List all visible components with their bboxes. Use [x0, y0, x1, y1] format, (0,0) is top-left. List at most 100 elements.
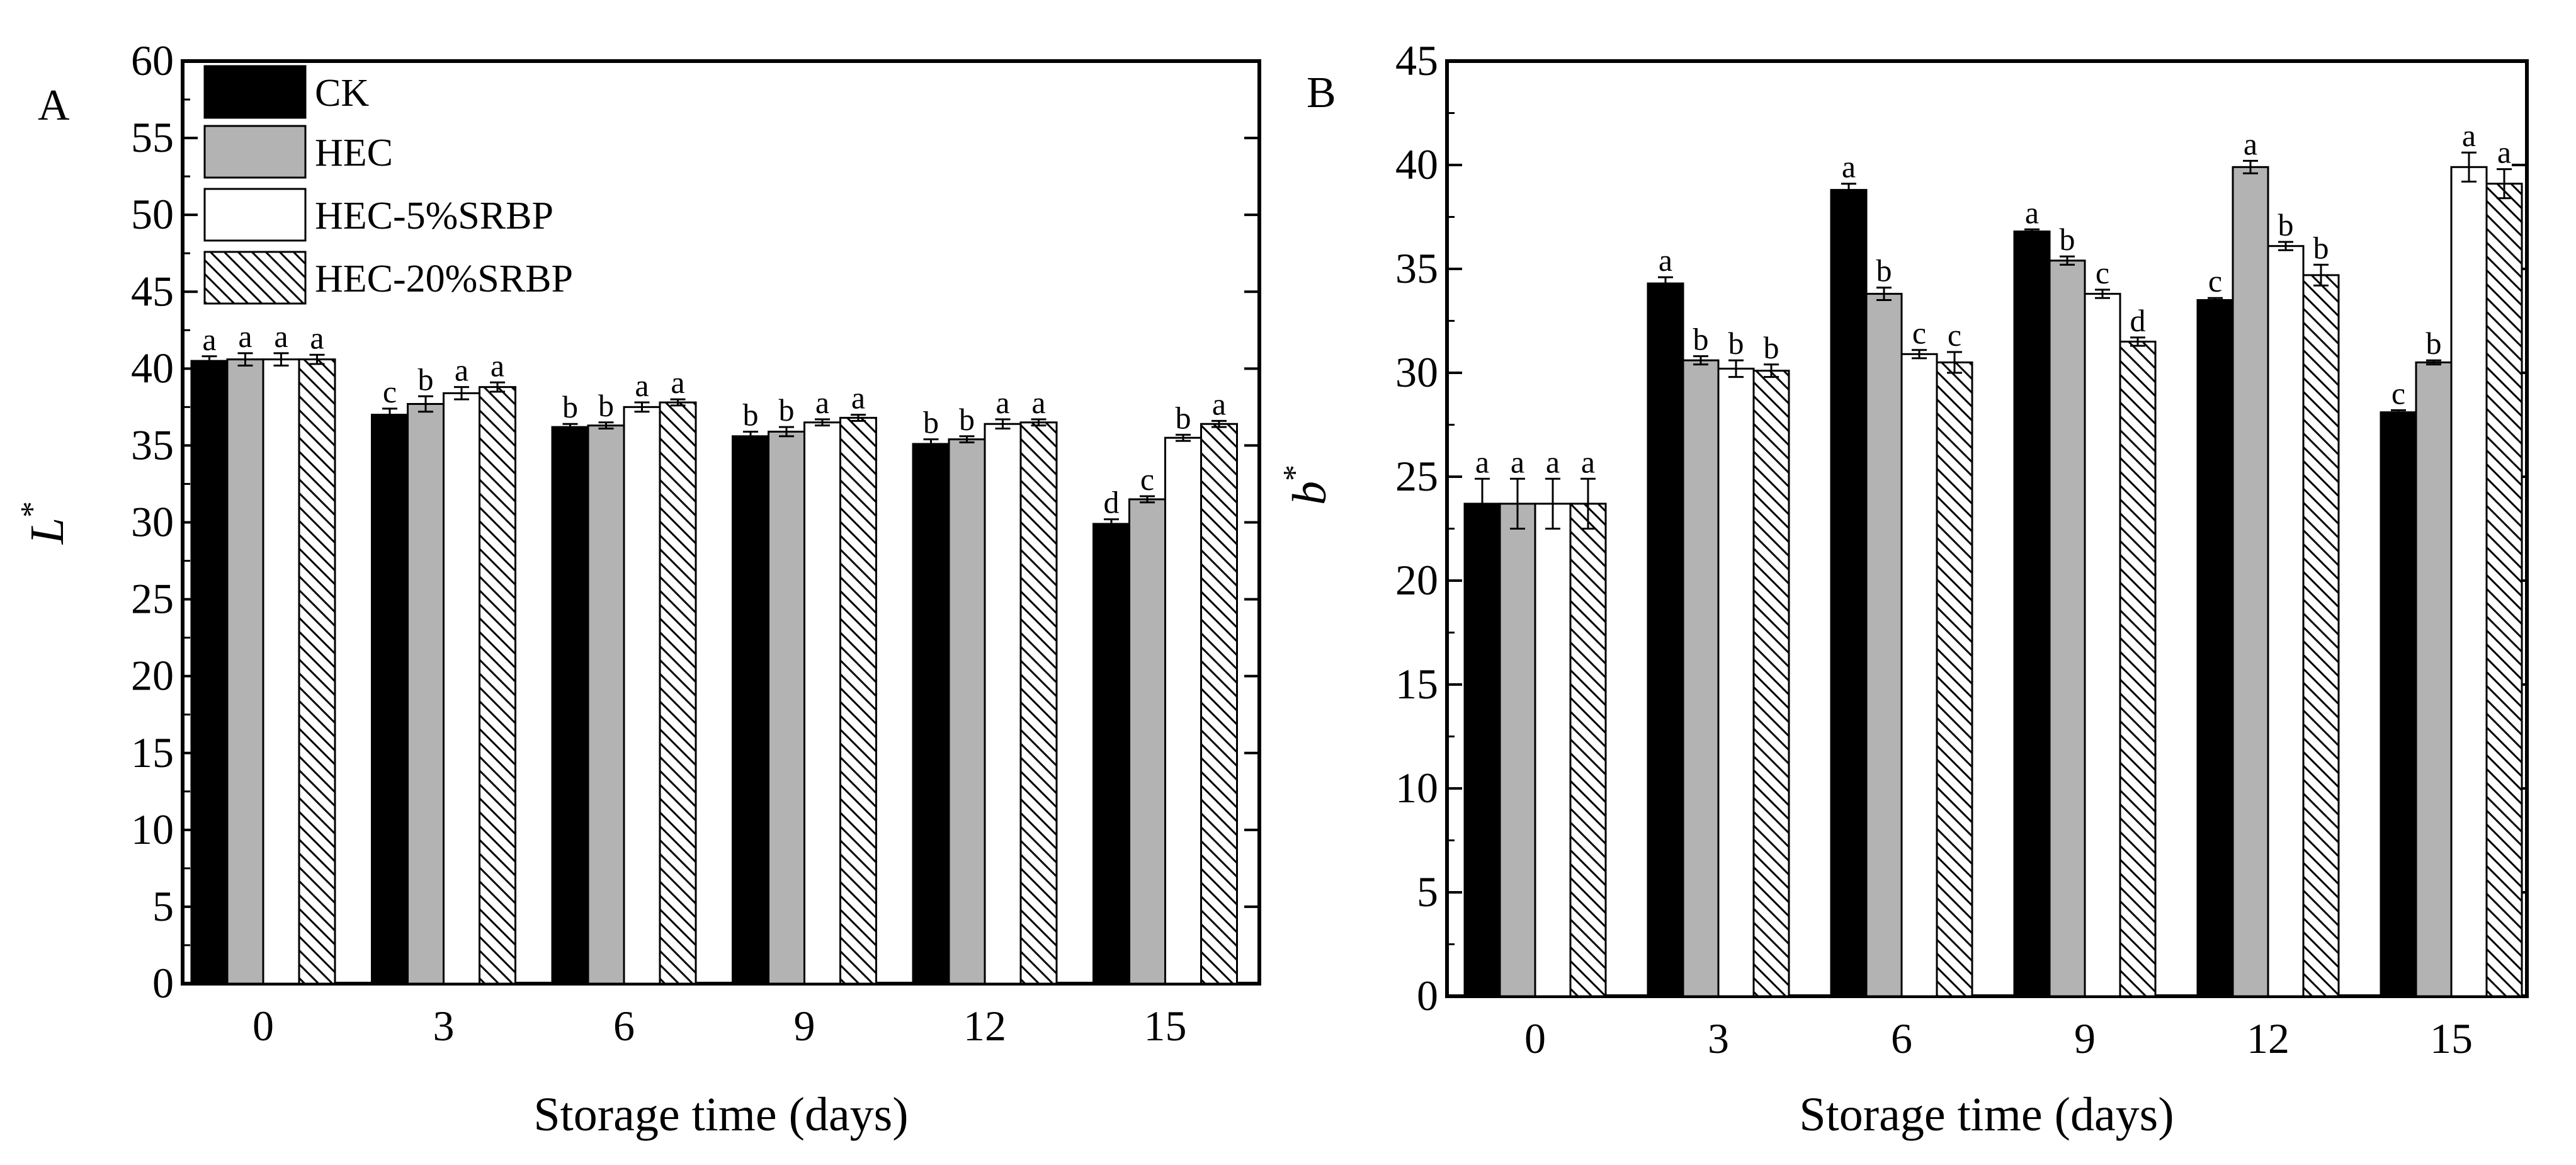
bar — [2380, 411, 2417, 997]
significance-label: a — [491, 348, 504, 383]
y-tick-label: 5 — [1417, 868, 1438, 916]
bar — [262, 358, 300, 985]
bar — [1019, 421, 1058, 985]
x-axis-b: 0 3 6 9 12 15 — [1524, 1014, 2473, 1062]
bar — [190, 360, 229, 985]
bar — [226, 358, 264, 985]
bar — [768, 430, 805, 985]
y-tick-label: 60 — [131, 37, 174, 84]
bar — [2084, 293, 2121, 997]
x-tick-label: 12 — [2247, 1014, 2289, 1062]
bar — [2267, 245, 2305, 997]
bar — [2302, 274, 2340, 997]
bar — [1830, 189, 1868, 997]
bar — [2119, 341, 2157, 997]
significance-label: a — [1031, 385, 1045, 420]
y-tick-label: 35 — [1395, 244, 1438, 292]
x-tick-label: 9 — [794, 1002, 815, 1050]
significance-label: b — [743, 397, 759, 432]
significance-label: b — [1176, 400, 1191, 435]
bar — [2232, 166, 2269, 997]
x-tick-label: 15 — [2430, 1014, 2473, 1062]
significance-label: b — [959, 402, 975, 437]
x-tick-label: 0 — [1524, 1014, 1546, 1062]
bar — [1534, 503, 1572, 997]
y-tick-label: 15 — [131, 729, 174, 776]
legend-label-hec-20-srbp: HEC-20%SRBP — [315, 258, 573, 300]
significance-label: a — [2497, 135, 2511, 170]
bar — [1936, 361, 1973, 997]
y-tick-label: 55 — [131, 113, 174, 161]
significance-label: c — [1948, 317, 1961, 353]
bar — [443, 392, 480, 985]
bar — [407, 402, 445, 985]
x-axis-title-a: Storage time (days) — [533, 1088, 908, 1141]
bar — [839, 416, 877, 985]
bar — [2450, 166, 2488, 997]
significance-label: c — [1140, 462, 1154, 497]
significance-label: a — [851, 380, 865, 416]
significance-label: b — [779, 392, 795, 428]
y-tick-label: 5 — [152, 882, 174, 930]
significance-label: b — [562, 389, 578, 424]
y-tick-label: 20 — [1395, 556, 1438, 604]
significance-label: d — [1104, 485, 1120, 520]
y-axis-title-a: L* — [14, 501, 74, 545]
significance-label: b — [2278, 207, 2294, 242]
bar — [2048, 259, 2086, 997]
significance-label: b — [598, 388, 614, 423]
bar — [1499, 503, 1536, 997]
bar — [1569, 503, 1607, 997]
significance-label: b — [1876, 253, 1892, 288]
legend-swatch-hec — [203, 125, 307, 179]
bar — [948, 438, 986, 985]
bar — [1900, 353, 1938, 997]
x-tick-label: 3 — [1708, 1014, 1729, 1062]
legend-swatch-hec-5-srbp — [203, 188, 307, 242]
significance-label: a — [2462, 118, 2476, 153]
x-tick-label: 9 — [2074, 1014, 2096, 1062]
bar — [551, 426, 589, 985]
significance-label: c — [2392, 375, 2405, 411]
significance-label: a — [274, 319, 288, 354]
significance-label: a — [2244, 126, 2257, 161]
significance-label: a — [1511, 444, 1524, 479]
legend: CK HEC HEC-5%SRBP HEC-20%SRBP — [203, 65, 573, 305]
significance-label: a — [2025, 195, 2039, 230]
significance-label: a — [1212, 386, 1226, 421]
y-axis-title-main-b: b — [1283, 481, 1336, 505]
significance-label: a — [1659, 242, 1672, 278]
y-tick-label: 20 — [131, 652, 174, 700]
y-tick-label: 10 — [131, 805, 174, 853]
y-tick-label: 35 — [131, 421, 174, 469]
significance-label: b — [1693, 322, 1709, 357]
bar — [1752, 370, 1790, 997]
bar — [371, 414, 409, 985]
bar — [1128, 498, 1166, 985]
x-tick-label: 6 — [1891, 1014, 1912, 1062]
x-tick-label: 6 — [613, 1002, 635, 1050]
bar — [1865, 293, 1903, 997]
bar — [479, 386, 516, 985]
legend-label-ck: CK — [315, 72, 369, 115]
y-tick-label: 25 — [131, 575, 174, 623]
legend-label-hec: HEC — [315, 132, 393, 174]
y-tick-label: 30 — [1395, 348, 1438, 396]
bar — [1092, 523, 1130, 985]
y-tick-label: 25 — [1395, 452, 1438, 500]
significance-label: c — [2208, 263, 2222, 298]
y-axis-a: 0 5 10 15 20 25 30 35 40 45 50 55 60 — [131, 37, 1259, 1007]
significance-label: a — [455, 353, 468, 388]
significance-label: a — [202, 322, 216, 357]
bar — [1647, 282, 1684, 997]
bar — [2485, 183, 2523, 997]
x-tick-label: 0 — [252, 1002, 274, 1050]
significance-label: c — [383, 374, 397, 409]
significance-label: b — [2060, 222, 2075, 257]
significance-label: b — [1728, 326, 1744, 361]
